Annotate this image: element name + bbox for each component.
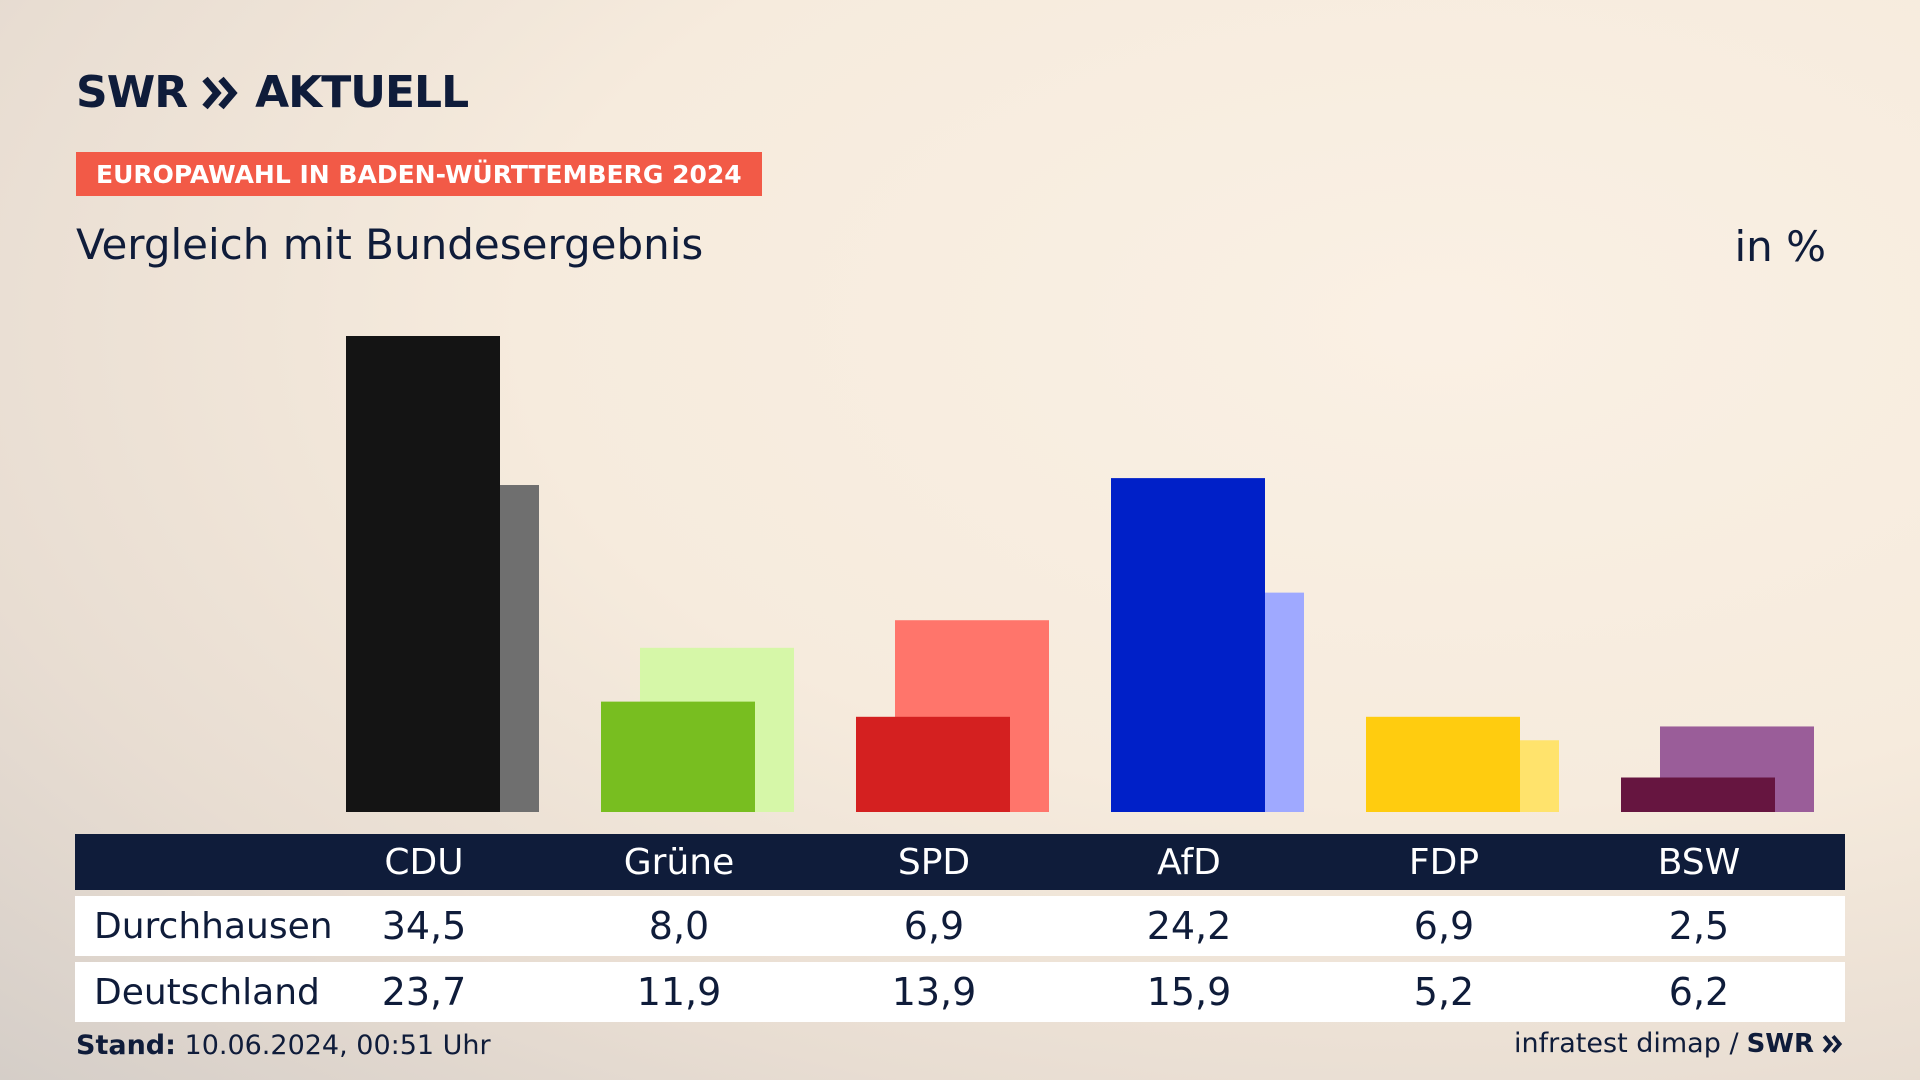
source-text: infratest dimap /: [1514, 1028, 1739, 1059]
table-cell: 6,9: [903, 904, 965, 948]
table-header: CDU Grüne SPD AfD FDP BSW: [75, 834, 1845, 890]
column-header-fdp: FDP: [1408, 841, 1480, 883]
stand-value: 10.06.2024, 00:51 Uhr: [184, 1030, 491, 1061]
table-cell: 34,5: [381, 904, 467, 948]
column-header-cdu: CDU: [384, 841, 464, 883]
bar-afd-durchhausen: [1111, 478, 1265, 812]
table-cell: 11,9: [636, 970, 722, 1014]
column-header-spd: SPD: [897, 841, 971, 883]
results-table: CDU Grüne SPD AfD FDP BSW Durchhausen 34,5 8,0…: [75, 834, 1845, 1022]
column-header-grüne: Grüne: [623, 841, 735, 883]
table-cell: 5,2: [1413, 970, 1475, 1014]
row-label: Deutschland: [94, 971, 320, 1013]
double-chevron-icon: [202, 76, 238, 110]
bar-bsw-durchhausen: [1621, 777, 1775, 812]
bar-chart: [346, 336, 1814, 812]
logo-text-swr: SWR: [76, 67, 188, 118]
table-cell: 6,2: [1668, 970, 1730, 1014]
bar-spd-durchhausen: [856, 716, 1010, 812]
swr-aktuell-logo: SWR AKTUELL: [76, 67, 469, 118]
logo-text-aktuell: AKTUELL: [255, 67, 469, 118]
table-cell: 15,9: [1146, 970, 1232, 1014]
double-chevron-small-icon: [1822, 1034, 1843, 1053]
table-row: Durchhausen 34,5 8,0 6,9 24,2 6,9 2,5: [75, 896, 1845, 956]
election-badge: EUROPAWAHL IN BADEN-WÜRTTEMBERG 2024: [76, 152, 762, 196]
bar-fdp-durchhausen: [1366, 716, 1520, 812]
table-cell: 6,9: [1413, 904, 1475, 948]
bar-cdu-durchhausen: [346, 336, 500, 812]
table-cell: 13,9: [891, 970, 977, 1014]
swr-small-logo-text: SWR: [1746, 1028, 1814, 1059]
column-header-bsw: BSW: [1657, 841, 1741, 883]
stand-label: Stand:: [76, 1030, 176, 1061]
column-header-afd: AfD: [1157, 841, 1221, 883]
table-row: Deutschland 23,7 11,9 13,9 15,9 5,2 6,2: [75, 962, 1845, 1022]
unit-label: in %: [1734, 222, 1826, 271]
chart-subtitle: Vergleich mit Bundesergebnis: [76, 220, 704, 269]
timestamp: Stand: 10.06.2024, 00:51 Uhr: [76, 1030, 491, 1061]
source-credit: infratest dimap / SWR: [1514, 1028, 1844, 1059]
table-cell: 2,5: [1668, 904, 1730, 948]
table-cell: 24,2: [1146, 904, 1232, 948]
bar-grüne-durchhausen: [601, 701, 755, 812]
table-cell: 23,7: [381, 970, 467, 1014]
table-cell: 8,0: [648, 904, 710, 948]
row-label: Durchhausen: [94, 905, 333, 947]
